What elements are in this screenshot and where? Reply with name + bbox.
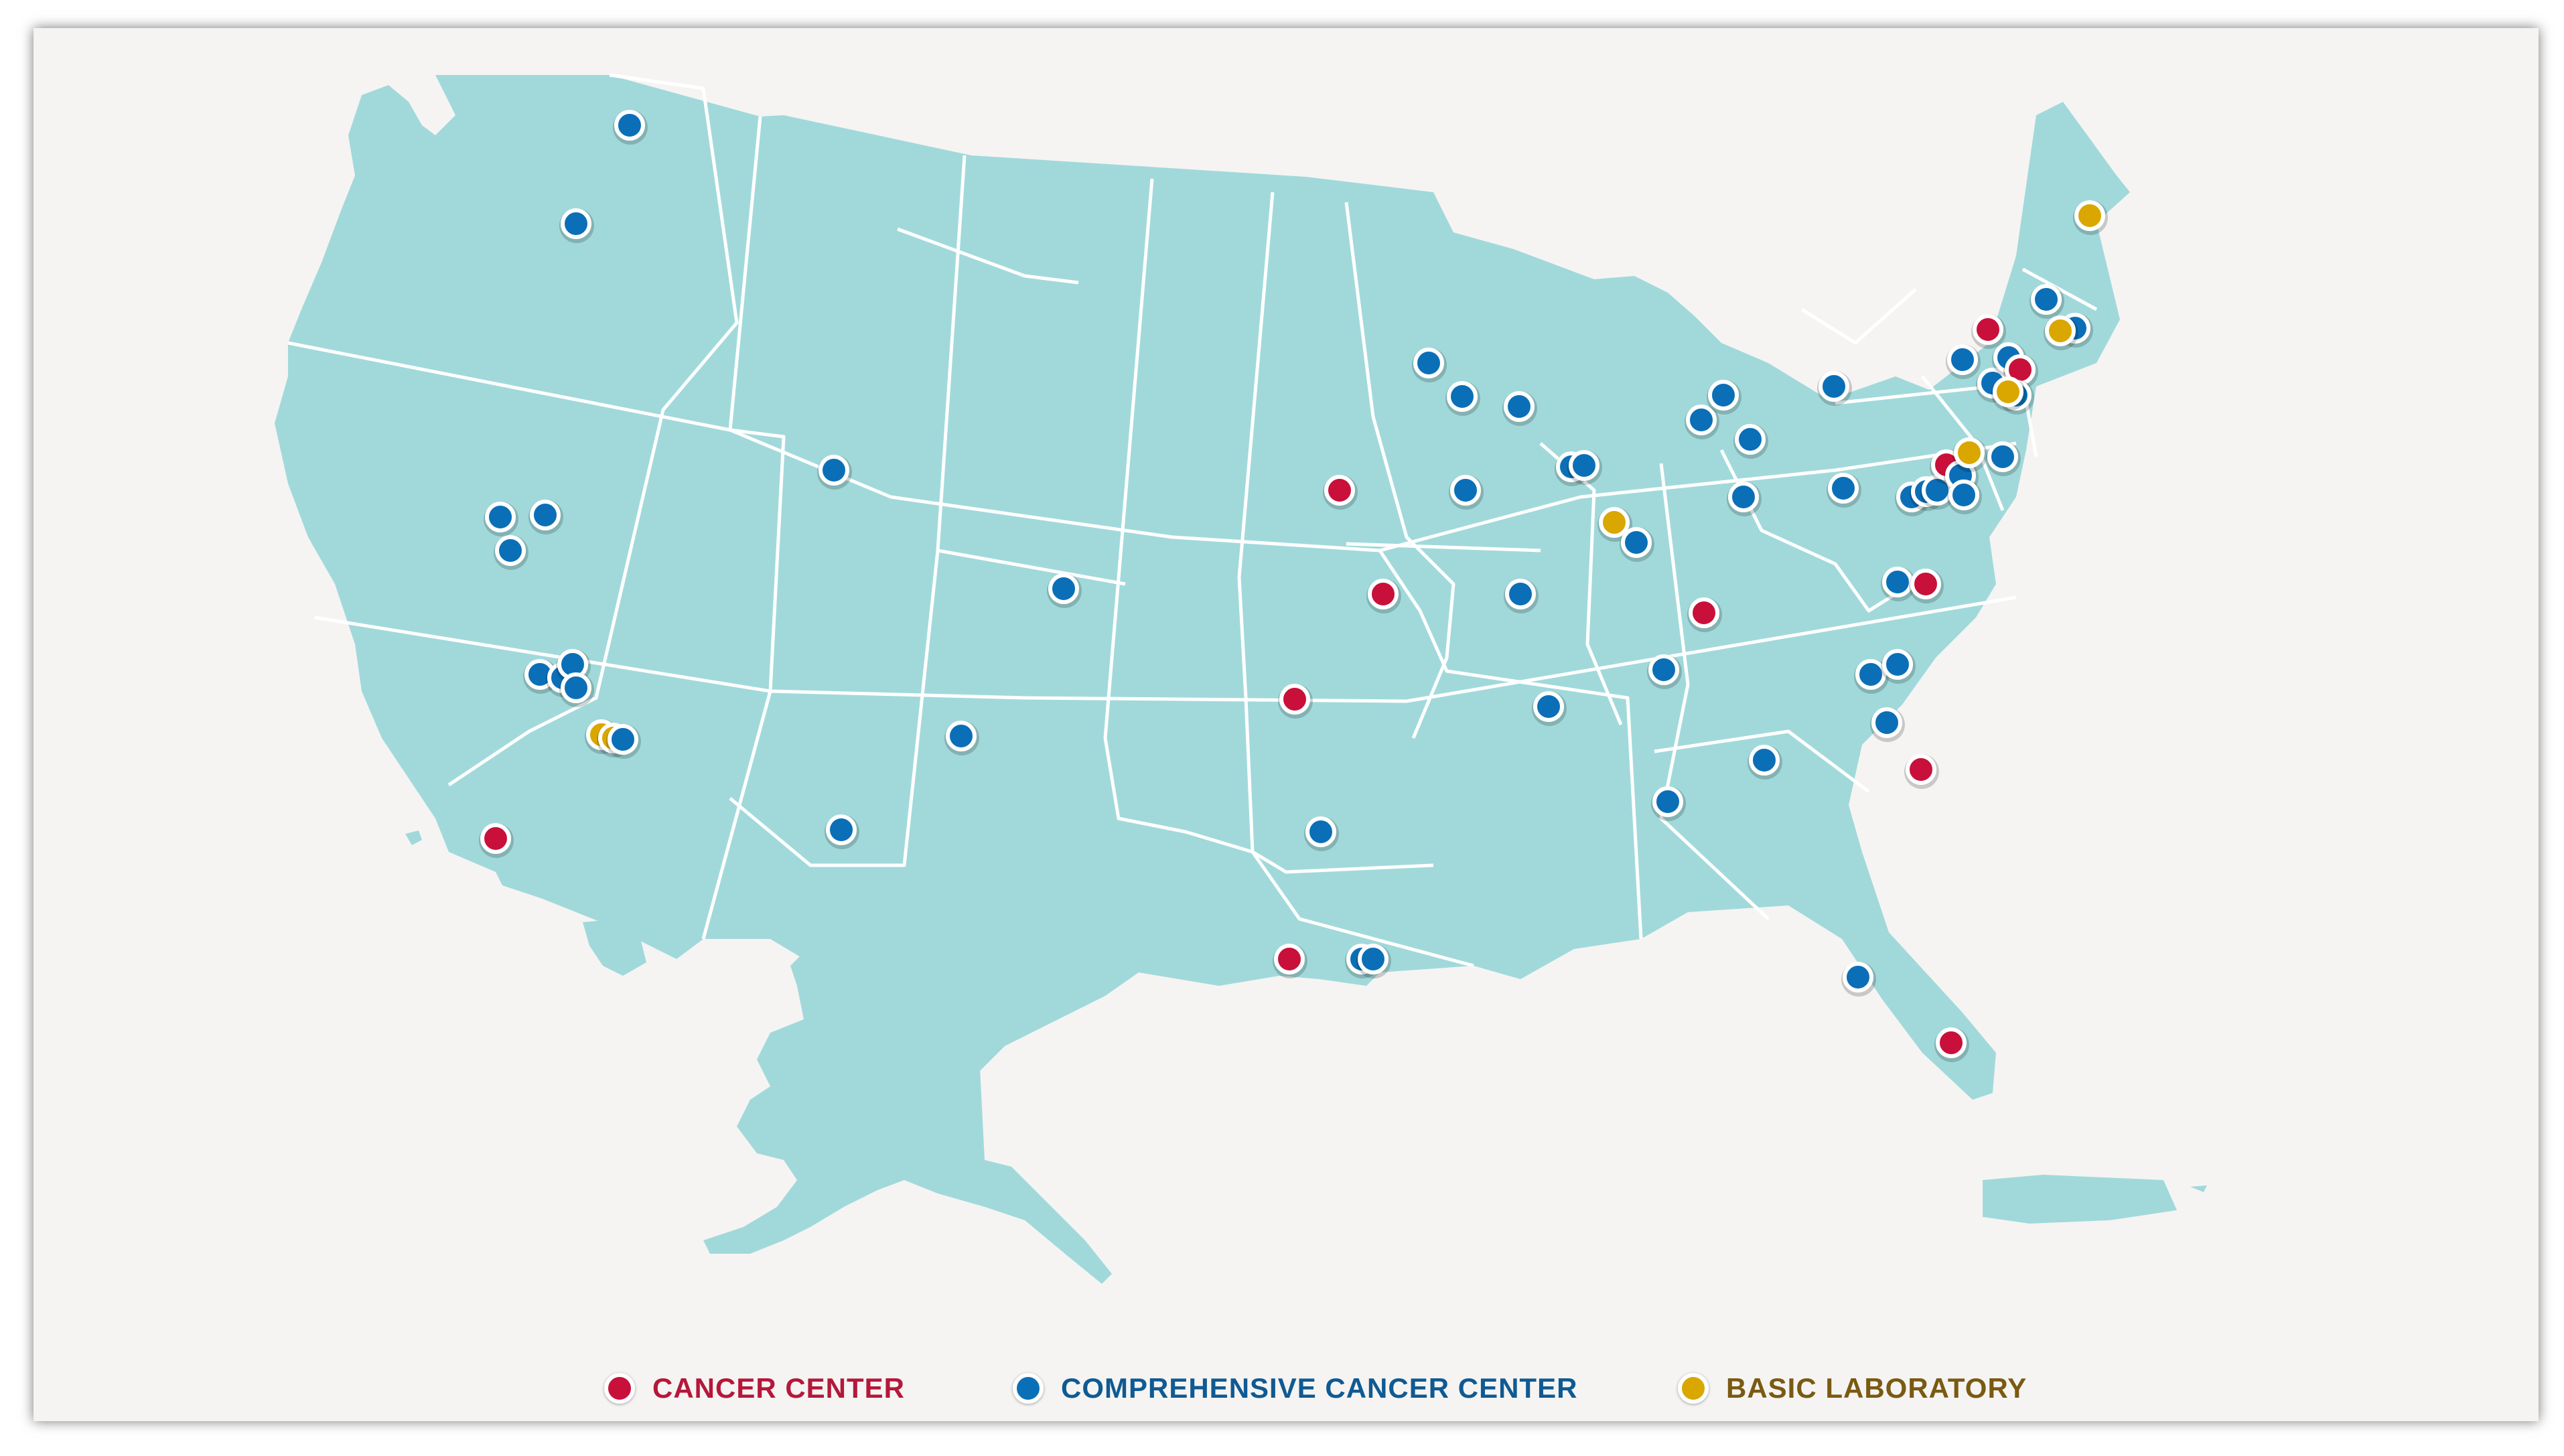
comprehensive-cancer-center-marker <box>1413 348 1444 378</box>
comprehensive-cancer-center-marker <box>608 724 638 755</box>
comprehensive-cancer-center-marker <box>561 208 591 239</box>
region-alaska <box>703 922 1112 1284</box>
comprehensive-cancer-center-marker <box>614 110 645 141</box>
legend-label-basic-laboratory: BASIC LABORATORY <box>1726 1372 2027 1404</box>
region-contiguous-us <box>275 75 2130 1118</box>
comprehensive-cancer-center-marker <box>1621 527 1652 558</box>
comprehensive-cancer-center-marker <box>1358 944 1388 974</box>
cancer-center-marker <box>1973 314 2003 345</box>
legend-cancer-center: CANCER CENTER <box>604 1365 905 1412</box>
comprehensive-cancer-center-marker <box>1652 786 1683 817</box>
comprehensive-cancer-center-marker <box>1450 475 1481 506</box>
comprehensive-cancer-center-marker <box>1749 745 1780 776</box>
comprehensive-cancer-center-marker <box>1828 473 1859 504</box>
markers-layer <box>479 110 2108 1062</box>
basic-laboratory-marker <box>2045 315 2076 346</box>
comprehensive-cancer-center-marker <box>1686 405 1717 435</box>
cancer-center-marker <box>1274 944 1305 974</box>
comprehensive-cancer-center-marker <box>530 500 561 530</box>
comprehensive-cancer-center-marker <box>1882 567 1913 597</box>
cancer-center-marker <box>1368 579 1399 609</box>
comprehensive-cancer-center-marker <box>1819 371 1849 402</box>
basic-laboratory-marker <box>1599 507 1630 538</box>
comprehensive-cancer-center-marker <box>1987 441 2018 472</box>
comprehensive-cancer-center-marker <box>1948 480 1979 510</box>
comprehensive-cancer-center-marker <box>1648 654 1679 685</box>
comprehensive-cancer-center-legend-icon <box>1013 1373 1044 1404</box>
comprehensive-cancer-center-marker <box>1708 380 1739 411</box>
comprehensive-cancer-center-marker <box>1728 482 1759 512</box>
comprehensive-cancer-center-marker <box>1447 381 1478 412</box>
comprehensive-cancer-center-marker <box>1882 649 1913 680</box>
state-borders <box>287 73 2098 968</box>
map-card: CANCER CENTER COMPREHENSIVE CANCER CENTE… <box>33 28 2539 1421</box>
comprehensive-cancer-center-marker <box>818 455 849 486</box>
comprehensive-cancer-center-marker <box>946 721 977 751</box>
basic-laboratory-marker <box>2074 200 2105 231</box>
region-puerto-rico <box>1983 1175 2207 1224</box>
comprehensive-cancer-center-marker <box>1505 579 1536 609</box>
comprehensive-cancer-center-marker <box>1735 424 1766 455</box>
us-map <box>275 73 2207 1284</box>
comprehensive-cancer-center-marker <box>1947 344 1978 375</box>
basic-laboratory-legend-icon <box>1678 1373 1709 1404</box>
legend-label-cancer-center: CANCER CENTER <box>652 1372 906 1404</box>
cancer-center-marker <box>1936 1027 1967 1058</box>
comprehensive-cancer-center-marker <box>495 535 526 566</box>
comprehensive-cancer-center-marker <box>1048 573 1079 604</box>
comprehensive-cancer-center-marker <box>485 502 516 532</box>
comprehensive-cancer-center-marker <box>826 814 857 845</box>
cancer-center-legend-icon <box>604 1373 635 1404</box>
comprehensive-cancer-center-marker <box>1569 450 1599 481</box>
comprehensive-cancer-center-marker <box>2031 284 2062 315</box>
comprehensive-cancer-center-marker <box>1305 816 1336 847</box>
cancer-center-marker <box>1910 569 1941 599</box>
comprehensive-cancer-center-marker <box>1533 691 1564 722</box>
region-hawaii <box>405 825 646 976</box>
comprehensive-cancer-center-marker <box>1843 962 1873 993</box>
basic-laboratory-marker <box>1993 376 2023 407</box>
cancer-center-marker <box>480 823 511 854</box>
legend-comprehensive-cancer-center: COMPREHENSIVE CANCER CENTER <box>1013 1365 1577 1412</box>
comprehensive-cancer-center-marker <box>561 672 591 703</box>
legend-label-comprehensive-cancer-center: COMPREHENSIVE CANCER CENTER <box>1061 1372 1578 1404</box>
legend-basic-laboratory: BASIC LABORATORY <box>1678 1365 2027 1412</box>
comprehensive-cancer-center-marker <box>1504 391 1535 422</box>
cancer-center-marker <box>1279 684 1310 715</box>
cancer-center-marker <box>1689 597 1719 628</box>
cancer-center-marker <box>1906 754 1936 785</box>
basic-laboratory-marker <box>1954 437 1985 468</box>
comprehensive-cancer-center-marker <box>1855 659 1886 690</box>
comprehensive-cancer-center-marker <box>1871 707 1902 738</box>
cancer-center-marker <box>1324 475 1355 506</box>
